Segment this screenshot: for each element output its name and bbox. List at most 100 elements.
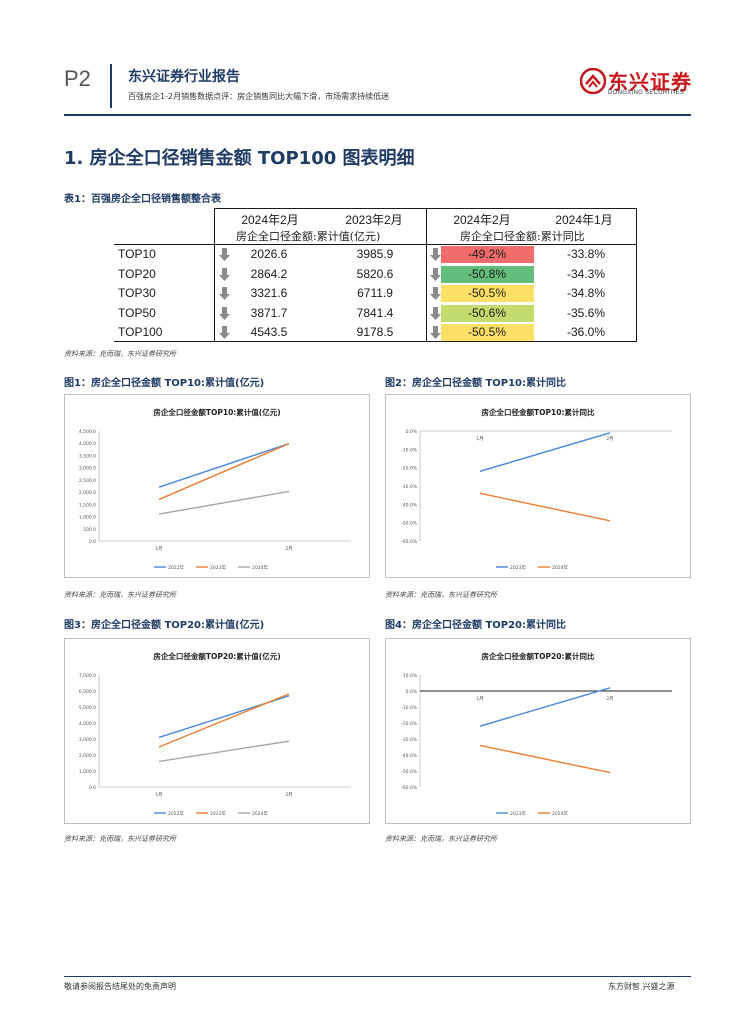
yoy-highlight-cell — [441, 285, 534, 302]
col-header-yoy-2024-feb: 2024年2月 — [453, 213, 511, 227]
figure-4-chart: 房企全口径金额TOP20:累计同比 10.0% 0.0% -10.0% -20.0% -3… — [385, 638, 691, 824]
down-arrow-icon — [429, 306, 442, 321]
cell-yoy-jan: -33.8% — [566, 247, 606, 261]
y-tick-label: -20.0% — [401, 466, 418, 472]
table-bottom-rule — [114, 341, 637, 342]
y-tick-label: 0.0 — [89, 539, 96, 545]
series-line — [479, 432, 611, 473]
y-tick-label: 1,000.0 — [79, 769, 96, 775]
cell-value-2023: 6711.9 — [357, 286, 393, 300]
chart-title: 房企全口径金额TOP10:累计同比 — [482, 407, 595, 417]
cell-value-2024: 4543.5 — [250, 325, 288, 339]
cell-value-2023: 7841.4 — [356, 305, 394, 320]
series-line — [158, 693, 290, 748]
y-tick-label: 6,000.0 — [79, 689, 96, 695]
cell-yoy-jan: -34.3% — [566, 266, 606, 281]
figure-2-chart: 房企全口径金额TOP10:累计同比 0.0% -10.0% -20.0% -30.0% -… — [385, 394, 691, 578]
down-arrow-icon — [218, 247, 231, 262]
row-label: TOP20 — [118, 266, 156, 281]
chart-2-svg: 房企全口径金额TOP10:累计同比 0.0% -10.0% -20.0% -30.0% -… — [401, 407, 672, 571]
down-arrow-icon — [429, 247, 442, 262]
chart-title: 房企全口径金额TOP10:累计值(亿元) — [153, 407, 280, 417]
row-label: TOP30 — [118, 286, 156, 300]
row-label: TOP50 — [118, 305, 156, 320]
figure-3-chart: 房企全口径金额TOP20:累计值(亿元) 0.0 1,000.0 2,000.0 3,0… — [64, 638, 370, 824]
figure-4-source: 资料来源：克而瑞，东兴证券研究所 — [385, 835, 497, 843]
table-title: 表1：百强房企全口径销售额整合表 — [64, 194, 221, 205]
table-source: 资料来源：克而瑞，东兴证券研究所 — [64, 350, 176, 358]
y-tick-label: 500.0 — [83, 527, 96, 533]
chart-title: 房企全口径金额TOP20:累计值(亿元) — [153, 651, 280, 661]
legend-label: 2023年 — [510, 810, 526, 817]
row-label: TOP100 — [118, 325, 163, 339]
y-tick-label: -50.0% — [401, 769, 418, 775]
y-tick-label: 7,000.0 — [79, 673, 96, 679]
cell-yoy-jan: -34.8% — [566, 286, 606, 300]
y-tick-label: -20.0% — [401, 721, 418, 727]
footer-slogan: 东方财智 兴盛之源 — [608, 982, 675, 991]
yoy-highlight-cell — [441, 324, 534, 341]
table-top-rule — [214, 208, 637, 209]
x-tick-label: 2月 — [285, 792, 292, 798]
series-line — [479, 687, 611, 727]
cell-value-2023: 9178.5 — [356, 325, 394, 339]
y-tick-label: 3,500.0 — [79, 453, 96, 459]
figure-2-source: 资料来源：克而瑞，东兴证券研究所 — [385, 591, 497, 599]
y-tick-label: -10.0% — [401, 705, 418, 711]
group-header-yoy: 房企全口径金额:累计同比 — [460, 230, 585, 243]
legend-label: 2023年 — [210, 810, 226, 817]
y-tick-label: -50.0% — [401, 521, 418, 527]
down-arrow-icon — [429, 267, 442, 282]
legend-label: 2023年 — [210, 564, 226, 571]
sales-summary-table: 2024年2月 2023年2月 2024年2月 2024年1月 房企全口径金额:… — [114, 208, 637, 342]
table-col-divider — [636, 208, 637, 342]
company-logo-english: DONGXING SECURITIES — [608, 90, 685, 96]
cell-yoy-feb: -50.6% — [467, 305, 507, 320]
footer-disclaimer: 敬请参阅报告结尾处的免责声明 — [64, 982, 176, 991]
y-tick-label: 2,000.0 — [79, 490, 96, 496]
figure-1-chart: 房企全口径金额TOP10:累计值(亿元) 0.0 500.0 1,000.0 1,500… — [64, 394, 370, 578]
report-type-title: 东兴证券行业报告 — [128, 69, 240, 85]
header-rule — [64, 114, 691, 116]
y-tick-label: 2,000.0 — [79, 753, 96, 759]
y-tick-label: 0.0% — [406, 429, 418, 435]
footer-rule — [64, 976, 691, 977]
x-tick-label: 1月 — [155, 546, 162, 552]
y-tick-label: 0.0% — [406, 689, 418, 695]
col-header-2023-feb: 2023年2月 — [345, 213, 403, 227]
figure-3-caption: 图3：房企全口径金额 TOP20:累计值(亿元) — [64, 620, 265, 631]
legend-label: 2022年 — [168, 564, 184, 571]
x-tick-label: 1月 — [476, 696, 483, 702]
page-number: P2 — [64, 66, 91, 91]
legend-label: 2024年 — [252, 564, 268, 571]
y-tick-label: -30.0% — [401, 737, 418, 743]
down-arrow-icon — [429, 325, 442, 340]
x-tick-label: 1月 — [155, 792, 162, 798]
y-tick-label: 3,000.0 — [79, 737, 96, 743]
cell-yoy-jan: -35.6% — [566, 305, 606, 320]
series-line — [158, 442, 290, 501]
cell-value-2024: 3321.6 — [250, 286, 288, 300]
col-header-yoy-2024-jan: 2024年1月 — [555, 213, 613, 227]
cell-value-2024: 2864.2 — [250, 266, 288, 281]
group-header-cumulative: 房企全口径金额:累计值(亿元) — [236, 230, 381, 243]
series-line — [479, 744, 611, 774]
y-tick-label: -10.0% — [401, 447, 418, 453]
legend-label: 2024年 — [552, 810, 568, 817]
figure-1-caption: 图1：房企全口径金额 TOP10:累计值(亿元) — [64, 378, 265, 389]
chart-title: 房企全口径金额TOP20:累计同比 — [482, 651, 595, 661]
figure-3-source: 资料来源：克而瑞，东兴证券研究所 — [64, 835, 176, 843]
cell-yoy-feb: -50.5% — [467, 286, 507, 300]
y-tick-label: 1,000.0 — [79, 515, 96, 521]
y-tick-label: 4,000.0 — [79, 441, 96, 447]
y-tick-label: -60.0% — [401, 785, 418, 791]
y-tick-label: 0.0 — [89, 785, 96, 791]
down-arrow-icon — [218, 286, 231, 301]
series-line — [158, 490, 290, 515]
down-arrow-icon — [218, 325, 231, 340]
y-tick-label: 4,000.0 — [79, 721, 96, 727]
x-tick-label: 1月 — [476, 436, 483, 442]
cell-value-2023: 5820.6 — [356, 266, 394, 281]
report-subtitle: 百强房企1-2月销售数据点评：房企销售同比大幅下滑，市场需求持续低迷 — [128, 92, 390, 101]
cell-yoy-feb: -49.2% — [467, 247, 507, 261]
